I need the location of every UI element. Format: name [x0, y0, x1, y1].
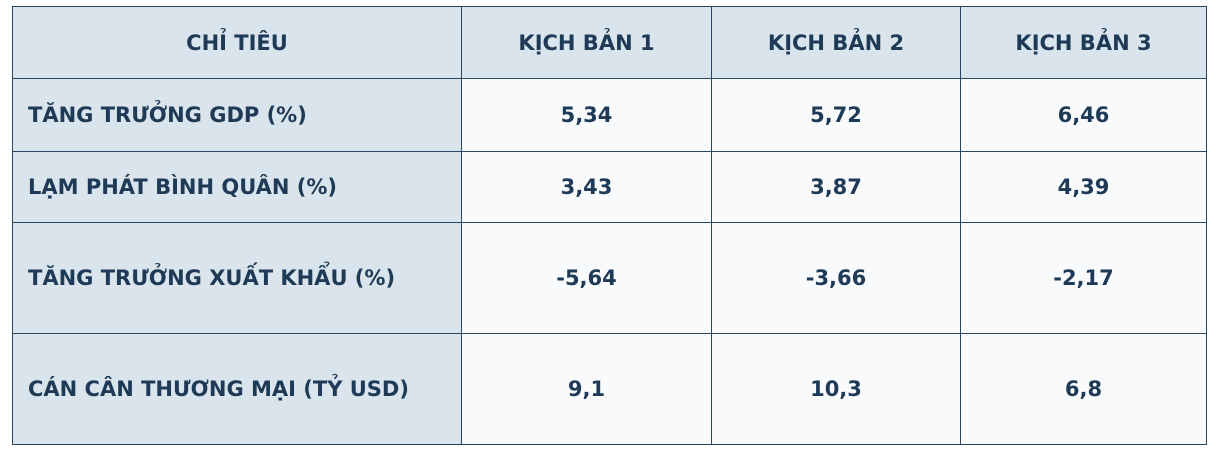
- table-row: TĂNG TRƯỞNG GDP (%) 5,34 5,72 6,46: [12, 78, 1207, 152]
- value-cell: 5,72: [711, 78, 961, 152]
- header-row: CHỈ TIÊU KỊCH BẢN 1 KỊCH BẢN 2 KỊCH BẢN 3: [12, 6, 1207, 79]
- row-label: LẠM PHÁT BÌNH QUÂN (%): [12, 151, 462, 223]
- value-cell: 9,1: [461, 333, 712, 445]
- table-row: TĂNG TRƯỞNG XUẤT KHẨU (%) -5,64 -3,66 -2,17: [12, 222, 1207, 334]
- value-cell: -3,66: [711, 222, 961, 334]
- value-cell: 5,34: [461, 78, 712, 152]
- data-table: CHỈ TIÊU KỊCH BẢN 1 KỊCH BẢN 2 KỊCH BẢN 3 TĂ…: [12, 6, 1207, 445]
- header-cell: CHỈ TIÊU: [12, 6, 462, 79]
- row-label: TĂNG TRƯỞNG XUẤT KHẨU (%): [12, 222, 462, 334]
- table-row: CÁN CÂN THƯƠNG MẠI (TỶ USD) 9,1 10,3 6,8: [12, 333, 1207, 445]
- table-body: CHỈ TIÊU KỊCH BẢN 1 KỊCH BẢN 2 KỊCH BẢN 3 TĂ…: [12, 6, 1207, 445]
- value-cell: 6,8: [960, 333, 1207, 445]
- value-cell: 6,46: [960, 78, 1207, 152]
- header-cell: KỊCH BẢN 1: [461, 6, 712, 79]
- value-cell: 3,87: [711, 151, 961, 223]
- value-cell: 3,43: [461, 151, 712, 223]
- row-label: CÁN CÂN THƯƠNG MẠI (TỶ USD): [12, 333, 462, 445]
- value-cell: -2,17: [960, 222, 1207, 334]
- header-cell: KỊCH BẢN 3: [960, 6, 1207, 79]
- row-label: TĂNG TRƯỞNG GDP (%): [12, 78, 462, 152]
- value-cell: 10,3: [711, 333, 961, 445]
- value-cell: -5,64: [461, 222, 712, 334]
- value-cell: 4,39: [960, 151, 1207, 223]
- table-row: LẠM PHÁT BÌNH QUÂN (%) 3,43 3,87 4,39: [12, 151, 1207, 223]
- header-cell: KỊCH BẢN 2: [711, 6, 961, 79]
